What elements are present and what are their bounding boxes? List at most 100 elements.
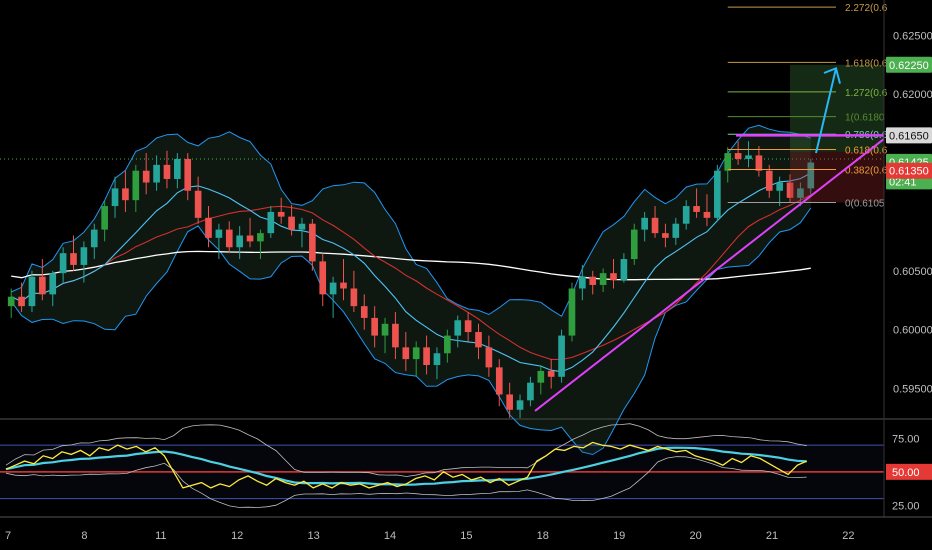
price-tick-label: 0.60500: [893, 266, 932, 278]
candle-body[interactable]: [340, 282, 347, 289]
candle-body[interactable]: [350, 288, 358, 307]
candle-body[interactable]: [444, 335, 451, 354]
candle-body[interactable]: [620, 259, 628, 281]
candle-body[interactable]: [475, 332, 482, 348]
candle-body[interactable]: [392, 323, 399, 348]
candle-body[interactable]: [205, 217, 212, 238]
candle-body[interactable]: [70, 253, 77, 265]
price-tick-label: 0.62500: [893, 30, 932, 42]
candle-body[interactable]: [433, 353, 441, 366]
candle-body[interactable]: [257, 233, 264, 242]
candle-body[interactable]: [246, 235, 254, 242]
rsi-line[interactable]: [5, 441, 807, 489]
candle-body[interactable]: [236, 235, 243, 248]
fib-level-label: 1.618(0.6: [845, 58, 888, 69]
candle-body[interactable]: [329, 282, 337, 295]
candle-body[interactable]: [714, 170, 721, 218]
candle-body[interactable]: [174, 158, 181, 179]
candle-body[interactable]: [49, 273, 57, 295]
candle-body[interactable]: [527, 382, 534, 401]
candle-body[interactable]: [371, 317, 378, 336]
candle-body[interactable]: [786, 182, 794, 198]
candle-body[interactable]: [153, 164, 160, 183]
candle-body[interactable]: [59, 253, 67, 274]
candle-body[interactable]: [776, 182, 783, 191]
candle-body[interactable]: [547, 370, 555, 377]
candle-body[interactable]: [464, 320, 472, 333]
candle-body[interactable]: [184, 158, 192, 191]
candle-body[interactable]: [537, 370, 545, 383]
candle-body[interactable]: [485, 347, 493, 368]
rsi-pane[interactable]: 75.00 50.00 25.00: [0, 423, 932, 513]
candle-body[interactable]: [412, 347, 420, 360]
candle-body[interactable]: [755, 155, 763, 171]
candle-body[interactable]: [734, 153, 742, 159]
fib-level-label: 0(0.6105: [845, 199, 885, 210]
candle-body[interactable]: [568, 288, 576, 336]
time-tick-label: 12: [231, 530, 243, 542]
fib-level-label: 0.618(0.6: [845, 146, 888, 157]
candle-body[interactable]: [682, 206, 690, 224]
bullish-arrow[interactable]: [815, 68, 837, 154]
candle-body[interactable]: [506, 394, 513, 410]
candle-body[interactable]: [309, 223, 316, 262]
time-axis[interactable]: 7 8 11 12 13 14 15 18 19 20 21 22: [0, 516, 932, 542]
candle-body[interactable]: [163, 164, 171, 179]
candle-body[interactable]: [194, 190, 202, 218]
candle-body[interactable]: [360, 306, 368, 318]
candle-body[interactable]: [610, 273, 617, 281]
target-zone-box: [790, 64, 884, 152]
candle-body[interactable]: [381, 323, 389, 336]
price-tag-label: 0.62250: [889, 60, 929, 72]
bollinger-upper: [10, 124, 811, 318]
candle-body[interactable]: [703, 211, 711, 218]
bollinger-middle: [10, 172, 812, 373]
candle-body[interactable]: [122, 188, 129, 201]
price-axis[interactable]: 0.62500 0.62000 0.60500 0.60000 0.59500 0.622…: [883, 0, 932, 517]
candle-body[interactable]: [111, 188, 119, 207]
candle-body[interactable]: [28, 276, 36, 307]
candle-body[interactable]: [495, 367, 503, 395]
candle-body[interactable]: [558, 335, 565, 377]
candle-body[interactable]: [225, 229, 233, 248]
price-pane[interactable]: 2.272(0.61.618(0.61.272(0.61(0.61800.786…: [0, 3, 932, 456]
candle-body[interactable]: [215, 229, 223, 238]
candle-body[interactable]: [319, 261, 327, 295]
candle-body[interactable]: [589, 276, 597, 285]
candle-body[interactable]: [142, 170, 150, 183]
price-tick-label: 0.62000: [893, 89, 932, 101]
candle-body[interactable]: [662, 233, 669, 238]
candle-body[interactable]: [423, 347, 430, 366]
candle-body[interactable]: [807, 162, 815, 189]
candle-body[interactable]: [132, 170, 140, 201]
candle-body[interactable]: [18, 296, 25, 307]
candle-body[interactable]: [797, 188, 804, 198]
candle-body[interactable]: [579, 276, 586, 289]
candle-body[interactable]: [288, 216, 295, 230]
candle-body[interactable]: [672, 223, 680, 238]
candle-body[interactable]: [277, 211, 285, 217]
candle-body[interactable]: [80, 247, 88, 265]
candle-body[interactable]: [641, 217, 648, 230]
candle-body[interactable]: [745, 155, 752, 159]
candle-body[interactable]: [39, 276, 46, 295]
fib-level-label: 0.382(0.6: [845, 166, 888, 177]
time-tick-label: 15: [460, 530, 472, 542]
candle-body[interactable]: [267, 211, 275, 234]
candle-body[interactable]: [724, 153, 732, 171]
candle-body[interactable]: [516, 400, 524, 410]
candle-body[interactable]: [630, 229, 638, 260]
ascending-trendline[interactable]: [534, 138, 885, 412]
candle-body[interactable]: [7, 296, 15, 307]
candle-body[interactable]: [599, 273, 607, 285]
candle-body[interactable]: [454, 320, 462, 336]
fib-level-label: 1(0.6180: [845, 113, 885, 124]
candle-body[interactable]: [651, 217, 659, 234]
candle-body[interactable]: [90, 229, 98, 248]
candle-body[interactable]: [402, 347, 410, 360]
candle-body[interactable]: [101, 206, 108, 230]
candle-body[interactable]: [693, 206, 700, 212]
candle-body[interactable]: [765, 170, 773, 191]
candle-body[interactable]: [298, 223, 306, 230]
